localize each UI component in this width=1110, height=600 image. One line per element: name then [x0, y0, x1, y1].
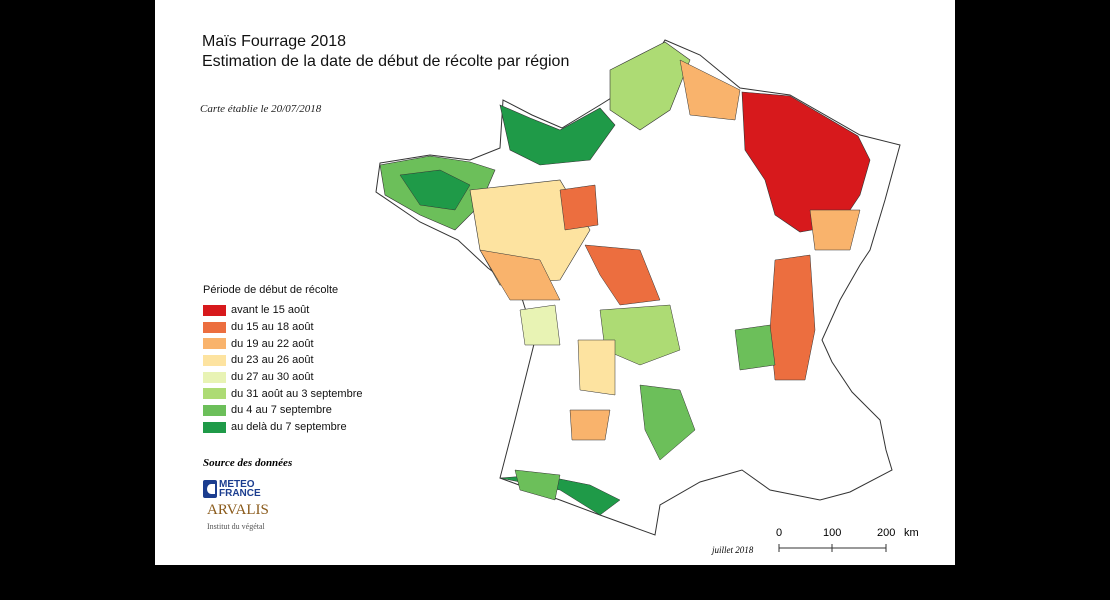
legend-item: avant le 15 août — [203, 302, 362, 319]
region-brittany-dark — [399, 169, 471, 211]
arvalis-logo: ARVALIS — [207, 502, 269, 518]
region-dark-green-nw — [499, 104, 616, 166]
arvalis-subtitle: Institut du végétal — [207, 522, 265, 531]
map-page: Maïs Fourrage 2018 Estimation de la date… — [155, 0, 955, 565]
region-pale — [519, 304, 561, 346]
region-light-orange — [679, 59, 741, 121]
legend-label: au delà du 7 septembre — [231, 421, 347, 434]
region-green-centre — [639, 384, 696, 461]
legend: Période de début de récolte avant le 15 … — [203, 284, 362, 436]
legend-label: du 15 au 18 août — [231, 321, 314, 334]
legend-swatch — [203, 338, 226, 350]
legend-label: du 19 au 22 août — [231, 337, 314, 350]
meteo-france-icon — [203, 480, 217, 498]
region-north-green — [609, 41, 691, 131]
region-east-light — [809, 209, 861, 251]
legend-swatch — [203, 421, 226, 433]
map-subtitle: Estimation de la date de début de récolt… — [202, 53, 570, 70]
region-sw-green — [514, 469, 561, 501]
legend-swatch — [203, 388, 226, 400]
legend-title: Période de début de récolte — [203, 284, 339, 296]
region-orange-1 — [559, 184, 599, 231]
legend-item: du 27 au 30 août — [203, 369, 362, 386]
region-orange-2 — [584, 244, 661, 306]
legend-label: du 4 au 7 septembre — [231, 404, 332, 417]
legend-label: du 23 au 26 août — [231, 354, 314, 367]
source-label: Source des données — [203, 457, 293, 469]
legend-item: du 23 au 26 août — [203, 352, 362, 369]
legend-swatch — [203, 354, 226, 366]
legend-item: du 31 août au 3 septembre — [203, 385, 362, 402]
legend-swatch — [203, 404, 226, 416]
legend-item: du 19 au 22 août — [203, 335, 362, 352]
legend-item: du 15 au 18 août — [203, 319, 362, 336]
legend-label: du 31 août au 3 septembre — [231, 387, 363, 400]
map-title: Maïs Fourrage 2018 — [202, 33, 347, 50]
scale-unit: km — [904, 527, 919, 539]
scale-tick-200: 200 — [877, 527, 896, 539]
legend-item: du 4 au 7 septembre — [203, 402, 362, 419]
legend-swatch — [203, 371, 226, 383]
region-sw-orange — [569, 409, 611, 441]
meteo-france-logo: METEO FRANCE — [203, 480, 263, 499]
legend-swatch — [203, 321, 226, 333]
legend-label: avant le 15 août — [231, 304, 310, 317]
region-light-orange-2 — [479, 249, 561, 301]
region-green-alps — [734, 324, 776, 371]
legend-label: du 27 au 30 août — [231, 371, 314, 384]
scale-tick-0: 0 — [776, 527, 783, 539]
legend-item: au delà du 7 septembre — [203, 419, 362, 436]
region-pale-yellow — [577, 339, 616, 396]
map-date: Carte établie le 20/07/2018 — [200, 103, 322, 115]
legend-swatch — [203, 304, 226, 316]
france-map — [375, 39, 901, 536]
footer-date: juillet 2018 — [712, 545, 754, 555]
scale-line — [778, 544, 887, 552]
region-orange-3 — [769, 254, 816, 381]
scale-tick-100: 100 — [823, 527, 842, 539]
